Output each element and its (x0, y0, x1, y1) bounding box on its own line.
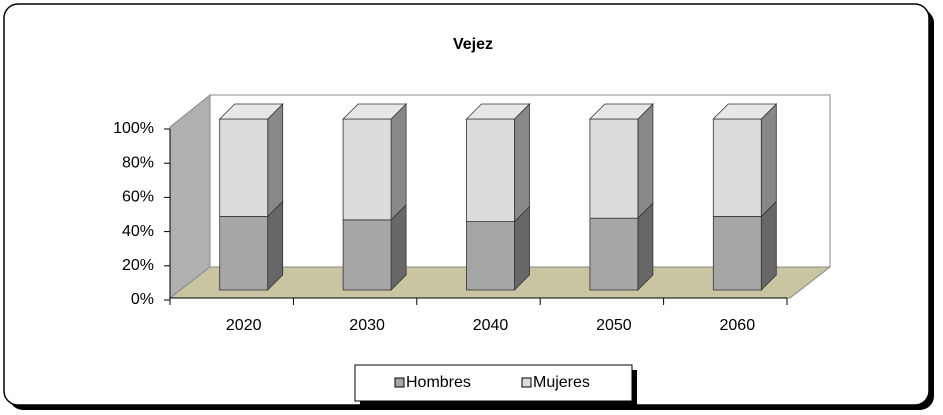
bar (219, 216, 269, 291)
chart-title: Vejez (453, 36, 493, 53)
x-tick-label: 2060 (720, 317, 756, 334)
bar (342, 219, 392, 291)
bar-side (760, 103, 777, 218)
x-tick-label: 2020 (226, 317, 262, 334)
y-tick-label: 60% (122, 189, 154, 206)
bar (466, 118, 515, 222)
y-tick-label: 100% (113, 120, 154, 137)
legend-label: Hombres (406, 374, 471, 391)
bar (219, 118, 269, 217)
x-tick-label: 2030 (349, 317, 385, 334)
plot (218, 103, 778, 291)
bar (466, 221, 515, 291)
bar-side (637, 103, 654, 220)
bar-top (712, 103, 778, 120)
bar (589, 217, 639, 291)
bar-top (218, 103, 284, 120)
bar (342, 118, 392, 221)
y-tick-label: 20% (122, 257, 154, 274)
legend-swatch (394, 377, 405, 388)
bar-top (465, 103, 531, 120)
y-tick-label: 0% (131, 291, 154, 308)
bar-top (588, 103, 654, 120)
bar (712, 216, 762, 291)
legend-swatch (521, 377, 532, 388)
bar-side (514, 103, 530, 223)
bar (589, 118, 639, 219)
bar-side (390, 103, 407, 221)
y-tick-label: 40% (122, 223, 154, 240)
x-tick-label: 2040 (473, 317, 509, 334)
bar-top (342, 103, 408, 120)
legend-label: Mujeres (533, 374, 590, 391)
x-tick-label: 2050 (596, 317, 632, 334)
bar (712, 118, 762, 217)
bar-side (267, 103, 284, 218)
y-tick-label: 80% (122, 154, 154, 171)
side-wall (169, 93, 211, 300)
